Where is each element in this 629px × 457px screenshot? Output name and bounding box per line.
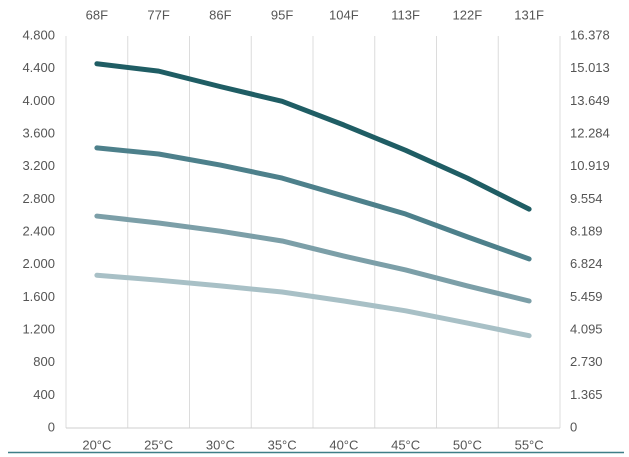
top-x-tick-label: 131F — [514, 7, 544, 22]
y-tick-label: 0 — [48, 419, 55, 434]
y-tick-label: 1.200 — [22, 321, 55, 336]
y-tick-label: 4.000 — [22, 93, 55, 108]
y-tick-label: 400 — [33, 387, 55, 402]
y2-tick-label: 0 — [570, 419, 577, 434]
top-x-tick-label: 122F — [453, 7, 483, 22]
y-tick-label: 2.000 — [22, 256, 55, 271]
y2-tick-label: 6.824 — [570, 256, 603, 271]
y2-tick-label: 2.730 — [570, 354, 603, 369]
x-tick-label: 25°C — [144, 437, 173, 452]
x-tick-label: 45°C — [391, 437, 420, 452]
top-x-tick-label: 77F — [147, 7, 169, 22]
top-x-tick-label: 113F — [391, 7, 420, 22]
y2-tick-label: 12.284 — [570, 125, 610, 140]
series-line — [94, 61, 532, 212]
y-tick-label: 800 — [33, 354, 55, 369]
x-tick-label: 55°C — [515, 437, 544, 452]
y-tick-label: 2.400 — [22, 223, 55, 238]
y-tick-label: 4.800 — [22, 27, 55, 42]
y-tick-label: 3.200 — [22, 158, 55, 173]
top-x-tick-label: 104F — [329, 7, 359, 22]
top-x-tick-label: 86F — [209, 7, 231, 22]
series-line — [94, 145, 532, 262]
top-x-tick-label: 95F — [271, 7, 293, 22]
y2-tick-label: 4.095 — [570, 321, 603, 336]
y2-tick-label: 9.554 — [570, 191, 603, 206]
series-line — [94, 272, 532, 339]
x-tick-label: 40°C — [329, 437, 358, 452]
x-tick-label: 30°C — [206, 437, 235, 452]
y-tick-label: 1.600 — [22, 289, 55, 304]
top-x-tick-label: 68F — [86, 7, 108, 22]
y-tick-label: 2.800 — [22, 191, 55, 206]
x-tick-label: 50°C — [453, 437, 482, 452]
y2-tick-label: 16.378 — [570, 27, 610, 42]
y2-tick-label: 8.189 — [570, 223, 603, 238]
y2-tick-label: 1.365 — [570, 387, 603, 402]
series-line — [94, 213, 532, 304]
y2-tick-label: 5.459 — [570, 289, 603, 304]
x-tick-label: 35°C — [268, 437, 297, 452]
y2-tick-label: 15.013 — [570, 60, 610, 75]
x-tick-label: 20°C — [82, 437, 111, 452]
y-tick-label: 3.600 — [22, 125, 55, 140]
y2-tick-label: 13.649 — [570, 93, 610, 108]
y2-tick-label: 10.919 — [570, 158, 610, 173]
y-tick-label: 4.400 — [22, 60, 55, 75]
